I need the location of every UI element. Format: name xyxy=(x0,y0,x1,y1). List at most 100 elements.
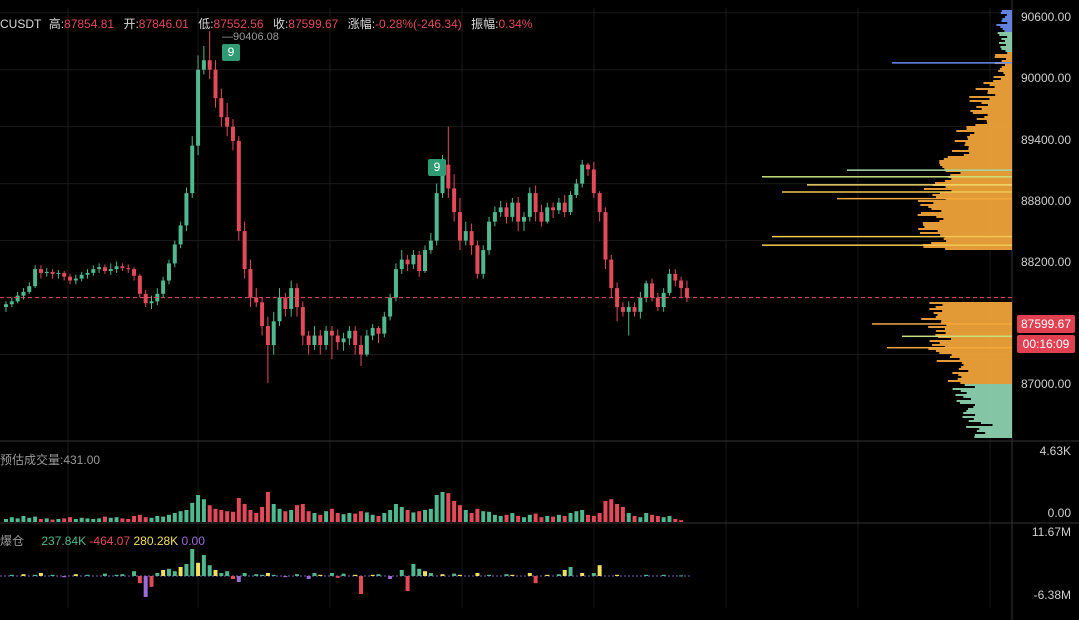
volume-bar xyxy=(632,516,637,522)
volume-profile-bar xyxy=(939,342,1012,344)
liquidation-bar xyxy=(50,574,55,576)
volume-bar xyxy=(393,504,398,522)
candle-body xyxy=(475,245,480,274)
volume-bar xyxy=(178,511,183,522)
candle-body xyxy=(527,193,532,217)
candle-body xyxy=(114,266,119,270)
candle-body xyxy=(329,330,334,336)
volume-profile-bar xyxy=(987,104,1012,106)
candle-body xyxy=(21,291,26,296)
candle-body xyxy=(469,231,474,246)
liquidation-axis-bottom: -6.38M xyxy=(1033,588,1071,602)
volume-bar xyxy=(260,507,265,522)
volume-profile-bar xyxy=(994,86,1012,88)
liquidation-bar xyxy=(265,573,270,576)
liquidation-bar xyxy=(341,573,346,576)
volume-profile-bar xyxy=(937,230,1012,232)
volume-profile-bar xyxy=(940,164,1012,166)
volume-profile-bar xyxy=(1001,48,1012,50)
volume-profile-bar xyxy=(966,410,1012,412)
volume-bar xyxy=(516,516,521,522)
volume-bar xyxy=(469,513,474,522)
volume-bar xyxy=(242,504,247,522)
liquidation-bar xyxy=(178,567,183,576)
candle-body xyxy=(190,145,195,194)
liquidation-bar xyxy=(62,576,67,578)
volume-profile-spike xyxy=(762,244,1012,246)
volume-profile-bar xyxy=(963,154,1012,156)
volume-profile-bar xyxy=(922,222,1012,224)
volume-bar xyxy=(143,517,148,522)
symbol-label[interactable]: CUSDT xyxy=(0,17,42,31)
candle-body xyxy=(56,272,61,274)
volume-profile-bar xyxy=(942,166,1012,168)
candle-body xyxy=(603,212,608,260)
volume-bar xyxy=(219,510,224,522)
volume-profile-bar xyxy=(957,378,1012,380)
candle-body xyxy=(97,267,102,270)
volume-profile-bar xyxy=(918,200,1012,202)
candle-body xyxy=(667,273,672,293)
volume-bar xyxy=(300,504,305,522)
liquidation-bar xyxy=(679,575,684,577)
td-sequential-badge: 9 xyxy=(428,159,446,176)
volume-bar xyxy=(615,504,620,522)
volume-profile-bar xyxy=(1005,50,1012,52)
ohlc-header: CUSDT 高:87854.81 开:87846.01 低:87552.56 收… xyxy=(0,15,538,32)
volume-profile-bar xyxy=(987,114,1012,116)
liquidation-bar xyxy=(236,576,241,582)
volume-profile-bar xyxy=(961,362,1012,364)
volume-profile-bar xyxy=(998,70,1012,72)
volume-profile-bar xyxy=(993,80,1012,82)
candle-body xyxy=(248,269,253,298)
volume-profile-bar xyxy=(921,318,1012,320)
volume-bar xyxy=(161,516,166,522)
volume-bar xyxy=(27,517,32,522)
liquidation-bar xyxy=(120,574,125,576)
candle-body xyxy=(73,278,78,281)
volume-bar xyxy=(562,516,567,522)
liquidation-pane-legend: 爆仓 237.84K -464.07 280.28K 0.00 xyxy=(0,532,205,549)
liquidation-bar xyxy=(225,571,230,576)
liquidation-bar xyxy=(527,573,532,576)
volume-profile-bar xyxy=(969,96,1012,98)
liquidation-bar xyxy=(370,574,375,576)
volume-profile-bar xyxy=(965,142,1012,144)
liquidation-bar xyxy=(155,573,160,576)
candle-body xyxy=(38,269,43,273)
volume-bar xyxy=(132,516,137,522)
liquidation-bar xyxy=(213,570,218,576)
volume-bar xyxy=(207,505,212,522)
liquidation-bar xyxy=(475,573,480,576)
volume-profile-bar xyxy=(962,416,1012,418)
volume-bar xyxy=(85,518,90,522)
volume-profile-bar xyxy=(950,174,1012,176)
volume-bar xyxy=(9,517,14,522)
volume-profile-bar xyxy=(996,24,1012,26)
volume-bar xyxy=(324,511,329,522)
candle-body xyxy=(650,283,655,298)
liquidation-bar xyxy=(172,571,177,576)
volume-profile-bar xyxy=(970,110,1012,112)
volume-bar xyxy=(580,510,585,522)
volume-profile-bar xyxy=(960,382,1012,384)
volume-bar xyxy=(388,510,393,522)
liquidation-bar xyxy=(201,555,206,576)
price-axis-label: 89400.00 xyxy=(1020,133,1071,147)
liquidation-bar xyxy=(38,573,43,576)
volume-profile-bar xyxy=(943,238,1012,240)
volume-profile-bar xyxy=(984,116,1012,118)
volume-profile-bar xyxy=(979,428,1012,430)
candle-body xyxy=(33,269,38,287)
candle-body xyxy=(446,164,451,189)
candle-body xyxy=(487,221,492,251)
volume-profile-bar xyxy=(976,118,1012,120)
liquidation-bar xyxy=(615,574,620,576)
candle-body xyxy=(300,307,305,336)
volume-profile-bar xyxy=(917,214,1012,216)
liquidation-bar xyxy=(452,573,457,576)
volume-profile-bar xyxy=(1000,46,1012,48)
candle-body xyxy=(9,301,14,305)
volume-profile-bar xyxy=(932,194,1012,196)
